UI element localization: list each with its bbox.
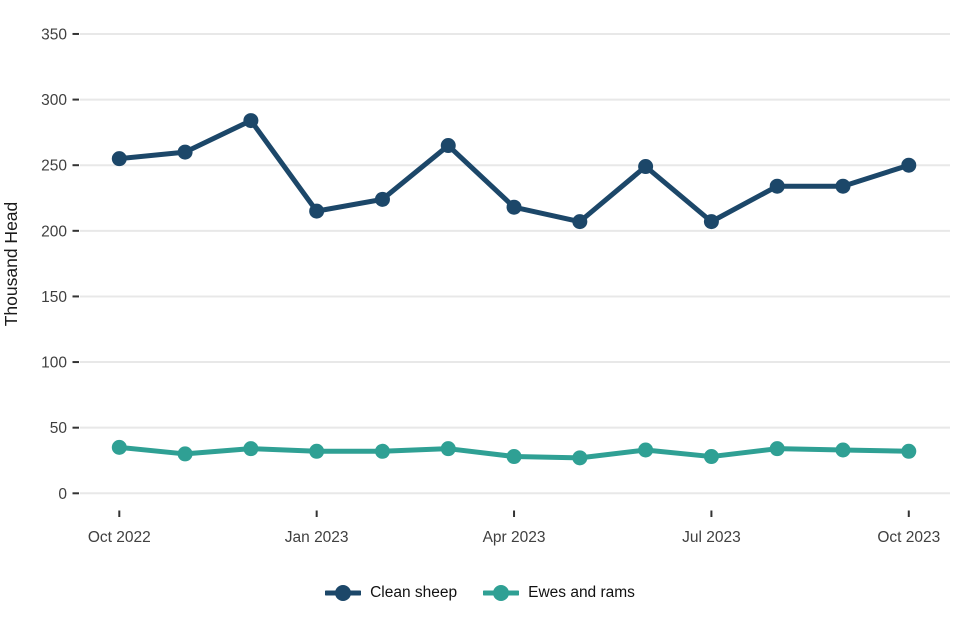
data-point-ewes-and-rams [111, 439, 127, 455]
data-point-ewes-and-rams [835, 442, 851, 458]
legend-key-icon [483, 585, 520, 601]
gridlines [80, 32, 950, 495]
data-point-clean-sheep [835, 178, 851, 194]
y-tick-label: 300 [41, 92, 67, 109]
y-tick-label: 50 [50, 420, 68, 437]
data-point-clean-sheep [638, 159, 654, 175]
data-point-clean-sheep [572, 214, 588, 230]
legend-item-clean-sheep: Clean sheep [325, 582, 457, 604]
data-point-ewes-and-rams [374, 443, 390, 459]
data-point-clean-sheep [440, 138, 456, 154]
legend-item-ewes-and-rams: Ewes and rams [483, 582, 635, 604]
data-point-ewes-and-rams [506, 449, 522, 465]
legend-key-dot [335, 585, 352, 601]
y-axis-title: Thousand Head [1, 202, 21, 327]
data-point-clean-sheep [309, 203, 325, 219]
data-point-clean-sheep [506, 199, 522, 215]
x-tick-label: Oct 2023 [877, 529, 940, 546]
axis-ticks [72, 32, 910, 517]
y-tick-label: 150 [41, 289, 67, 306]
data-point-ewes-and-rams [440, 441, 456, 457]
chart-area: 0 50 100 150 200 250 300 350 Oct 2022 Jan 2023 Apr… [1, 26, 950, 546]
data-point-clean-sheep [374, 191, 390, 207]
line-chart: 0 50 100 150 200 250 300 350 Oct 2022 Jan 2023 Apr… [1, 26, 950, 546]
data-point-clean-sheep [703, 214, 719, 230]
data-point-clean-sheep [901, 157, 917, 173]
legend-label: Ewes and rams [528, 584, 635, 602]
y-tick-label: 350 [41, 26, 67, 43]
data-point-ewes-and-rams [309, 443, 325, 459]
legend-key-dot [493, 585, 510, 601]
axis-labels: 0 50 100 150 200 250 300 350 Oct 2022 Jan 2023 Apr… [41, 26, 940, 546]
data-point-clean-sheep [177, 144, 193, 160]
data-point-ewes-and-rams [638, 442, 654, 458]
legend: Clean sheep Ewes and rams [0, 582, 960, 604]
x-tick-label: Oct 2022 [88, 529, 151, 546]
data-point-ewes-and-rams [769, 441, 785, 457]
data-point-ewes-and-rams [177, 446, 193, 462]
data-point-ewes-and-rams [243, 441, 259, 457]
legend-label: Clean sheep [370, 584, 458, 602]
x-tick-label: Jul 2023 [682, 529, 741, 546]
data-point-ewes-and-rams [901, 443, 917, 459]
y-tick-label: 200 [41, 223, 67, 240]
y-tick-label: 250 [41, 158, 67, 175]
data-point-clean-sheep [243, 113, 259, 129]
data-point-clean-sheep [111, 151, 127, 167]
y-tick-label: 0 [58, 486, 67, 503]
data-point-clean-sheep [769, 178, 785, 194]
legend-key-icon [325, 585, 362, 601]
x-tick-label: Jan 2023 [285, 529, 349, 546]
data-point-ewes-and-rams [703, 449, 719, 465]
x-tick-label: Apr 2023 [483, 529, 546, 546]
series-group [111, 113, 917, 466]
data-point-ewes-and-rams [572, 450, 588, 466]
y-tick-label: 100 [41, 355, 67, 372]
